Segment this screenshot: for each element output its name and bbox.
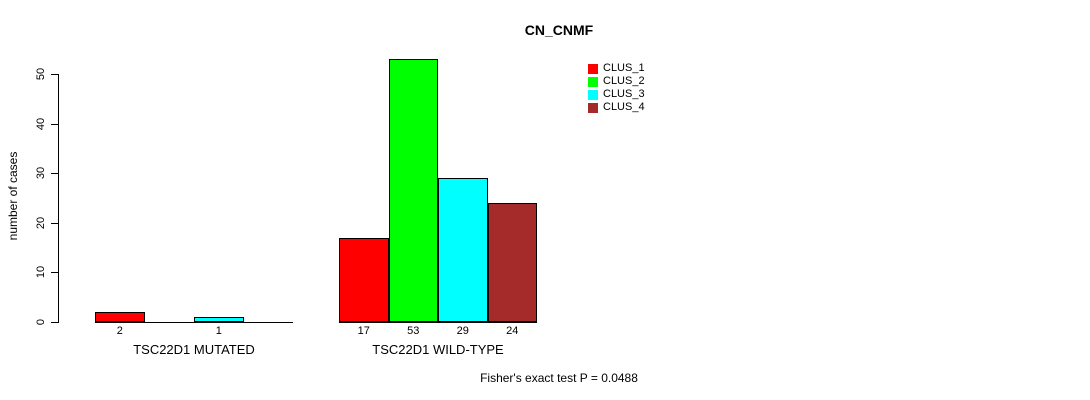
- y-tick-mark: [51, 123, 58, 125]
- x-axis-baseline: [339, 322, 537, 323]
- y-tick-label: 20: [35, 216, 47, 229]
- y-tick-label: 30: [35, 167, 47, 180]
- bar-value-label: 53: [407, 325, 420, 337]
- y-tick-mark: [51, 74, 58, 75]
- y-tick-mark: [51, 222, 58, 224]
- bar-clus_1: [339, 238, 389, 322]
- bar-value-label: 24: [506, 325, 519, 337]
- y-tick-mark: [51, 322, 58, 323]
- bar-clus_4: [487, 203, 537, 322]
- legend-label: CLUS_2: [603, 75, 645, 87]
- y-axis-title: number of cases: [6, 151, 20, 241]
- legend-item-clus-1: CLUS_1: [588, 62, 645, 75]
- legend-label: CLUS_1: [603, 62, 645, 74]
- bar-value-label: 2: [116, 325, 123, 337]
- bar-clus_1: [95, 312, 145, 322]
- y-tick-label: 10: [35, 266, 47, 279]
- y-tick-label: 0: [35, 318, 47, 326]
- group-label: TSC22D1 WILD-TYPE: [372, 342, 504, 357]
- legend-swatch-clus-2: [588, 76, 598, 87]
- y-axis-line: [58, 74, 59, 323]
- legend-swatch-clus-4: [588, 102, 598, 113]
- y-tick-mark: [51, 272, 58, 274]
- bar-value-label: 29: [456, 325, 469, 337]
- bar-clus_2: [388, 59, 438, 322]
- bar-clus_3: [438, 178, 488, 322]
- group-label: TSC22D1 MUTATED: [133, 342, 255, 357]
- legend-item-clus-3: CLUS_3: [588, 88, 645, 101]
- legend-item-clus-2: CLUS_2: [588, 75, 645, 88]
- chart-title: CN_CNMF: [524, 22, 594, 38]
- y-tick-mark: [51, 173, 58, 175]
- legend-item-clus-4: CLUS_4: [588, 101, 645, 114]
- bar-clus_3: [194, 317, 244, 322]
- legend-swatch-clus-3: [588, 89, 598, 100]
- y-tick-label: 40: [35, 117, 47, 130]
- legend: CLUS_1 CLUS_2 CLUS_3 CLUS_4: [588, 62, 645, 114]
- y-tick-label: 50: [35, 67, 47, 81]
- legend-swatch-clus-1: [588, 63, 598, 74]
- legend-label: CLUS_4: [603, 101, 645, 113]
- x-axis-baseline: [95, 322, 293, 323]
- pvalue-annotation: Fisher's exact test P = 0.0488: [480, 371, 638, 385]
- bar-value-label: 1: [215, 325, 222, 337]
- bar-value-label: 17: [357, 325, 370, 337]
- legend-label: CLUS_3: [603, 88, 645, 100]
